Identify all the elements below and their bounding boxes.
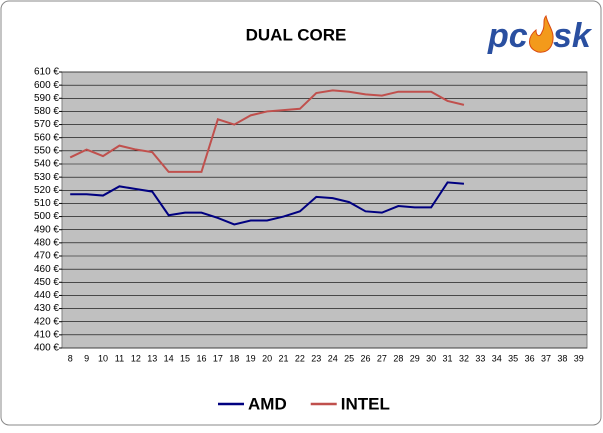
y-tick-label: 510 € [34, 198, 59, 209]
x-tick-label: 10 [98, 353, 108, 363]
series-line [70, 181, 465, 226]
logo-flame [529, 14, 554, 53]
x-tick-label: 8 [68, 353, 73, 363]
logo-text: sk [553, 17, 593, 55]
y-tick-label: 450 € [34, 277, 59, 288]
y-tick-label: 420 € [34, 316, 59, 327]
y-tick-label: 480 € [34, 237, 59, 248]
x-tick-label: 32 [459, 353, 469, 363]
y-tick-label: 470 € [34, 251, 59, 262]
y-tick-label: 570 € [34, 119, 59, 130]
logo: pc sk [487, 14, 593, 55]
x-tick-label: 14 [164, 353, 174, 363]
x-tick-label: 18 [229, 353, 239, 363]
x-tick-label: 34 [492, 353, 502, 363]
y-tick-label: 400 € [34, 343, 59, 354]
y-tick-label: 430 € [34, 303, 59, 314]
y-tick-label: 540 € [34, 159, 59, 170]
y-tick-label: 550 € [34, 145, 59, 156]
y-tick-label: 500 € [34, 211, 59, 222]
x-tick-label: 31 [443, 353, 453, 363]
chart-title: DUAL CORE [246, 25, 347, 44]
plot-area [61, 71, 588, 349]
y-tick-label: 560 € [34, 132, 59, 143]
x-tick-label: 30 [426, 353, 436, 363]
x-tick-label: 37 [541, 353, 551, 363]
series-line [69, 89, 465, 173]
x-tick-label: 22 [295, 353, 305, 363]
x-tick-label: 28 [393, 353, 403, 363]
x-tick-label: 20 [262, 353, 272, 363]
y-tick-label: 530 € [34, 172, 59, 183]
x-tick-label: 24 [328, 353, 338, 363]
y-tick-label: 410 € [34, 329, 59, 340]
y-tick-label: 490 € [34, 224, 59, 235]
x-tick-label: 19 [246, 353, 256, 363]
y-tick-label: 580 € [34, 106, 59, 117]
x-tick-label: 26 [361, 353, 371, 363]
y-tick-label: 610 € [34, 67, 59, 78]
y-tick-label: 460 € [34, 264, 59, 275]
y-tick-label: 520 € [34, 185, 59, 196]
y-tick-label: 600 € [34, 80, 59, 91]
x-tick-label: 25 [344, 353, 354, 363]
x-tick-label: 15 [180, 353, 190, 363]
x-tick-label: 35 [508, 353, 518, 363]
x-tick-label: 21 [278, 353, 288, 363]
x-tick-label: 9 [84, 353, 89, 363]
legend-label: AMD [248, 394, 287, 413]
x-tick-label: 16 [196, 353, 206, 363]
x-tick-label: 39 [574, 353, 584, 363]
x-tick-label: 11 [115, 353, 124, 363]
x-tick-label: 38 [557, 353, 567, 363]
x-tick-label: 27 [377, 353, 387, 363]
y-tick-label: 590 € [34, 93, 59, 104]
x-tick-label: 36 [525, 353, 535, 363]
x-tick-label: 13 [147, 353, 157, 363]
legend-label: INTEL [341, 394, 390, 413]
x-tick-label: 29 [410, 353, 420, 363]
x-tick-label: 17 [213, 353, 223, 363]
x-tick-label: 12 [131, 353, 141, 363]
y-tick-label: 440 € [34, 290, 59, 301]
x-tick-label: 33 [475, 353, 485, 363]
logo-text: pc [487, 17, 528, 55]
x-tick-label: 23 [311, 353, 321, 363]
